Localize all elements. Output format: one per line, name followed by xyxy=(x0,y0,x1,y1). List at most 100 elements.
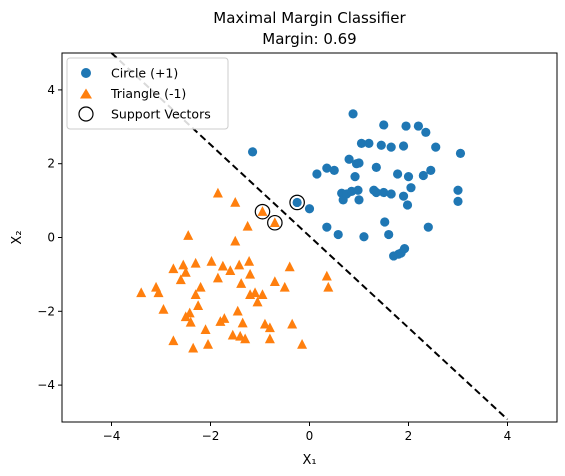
triangle-point xyxy=(195,281,206,292)
circle-point xyxy=(348,109,358,119)
circle-point xyxy=(353,185,363,195)
triangle-point xyxy=(323,281,334,292)
x-axis-ticks: −4 −2 0 2 4 xyxy=(103,422,512,443)
y-axis-ticks: −4 −2 0 2 4 xyxy=(37,83,62,392)
circle-point xyxy=(393,169,403,179)
triangle-point xyxy=(257,206,268,216)
circle-point xyxy=(312,169,322,179)
circle-point xyxy=(423,222,433,232)
triangle-point xyxy=(232,305,243,316)
circle-point xyxy=(403,172,414,182)
circle-point xyxy=(413,121,423,131)
circle-point xyxy=(322,163,332,173)
legend-circle-marker xyxy=(81,68,91,78)
legend-label-support-vectors: Support Vectors xyxy=(111,107,211,122)
support-vector-marker xyxy=(267,214,283,231)
triangle-point xyxy=(153,287,164,298)
y-tick-label: −4 xyxy=(37,378,55,392)
triangle-point xyxy=(136,287,147,298)
triangle-point xyxy=(185,316,196,327)
triangle-point xyxy=(264,333,275,344)
triangle-point xyxy=(158,303,169,314)
circle-point xyxy=(386,142,396,152)
triangle-point xyxy=(237,317,248,328)
circle-point xyxy=(384,229,394,240)
legend-support-vector-marker xyxy=(78,106,94,122)
triangle-point xyxy=(193,300,204,311)
circle-point xyxy=(421,127,431,137)
chart-title: Maximal Margin Classifier xyxy=(213,9,406,27)
legend: Circle (+1) Triangle (-1) Support Vector… xyxy=(66,57,229,130)
circle-point xyxy=(304,204,315,214)
circle-point xyxy=(247,147,258,157)
circle-point xyxy=(402,200,413,210)
triangle-point xyxy=(230,235,241,246)
triangle-point xyxy=(168,263,179,274)
triangle-point xyxy=(219,313,230,323)
circle-point xyxy=(371,162,381,172)
support-vector-marker xyxy=(254,203,271,220)
circle-point xyxy=(371,187,381,198)
circle-point xyxy=(359,232,369,242)
legend-label-circle: Circle (+1) xyxy=(111,66,178,81)
triangle-point xyxy=(269,217,280,227)
circle-point xyxy=(356,138,367,149)
triangle-point xyxy=(190,289,201,299)
plot-content xyxy=(110,53,509,421)
y-tick-label: −2 xyxy=(37,304,55,318)
circle-point xyxy=(399,243,410,254)
triangle-point xyxy=(188,342,199,353)
triangle-point xyxy=(225,265,236,275)
circle-point xyxy=(379,187,389,198)
triangle-point xyxy=(287,318,298,329)
circle-point xyxy=(380,217,390,227)
triangle-point xyxy=(264,322,275,333)
triangle-point xyxy=(175,274,186,285)
triangle-point xyxy=(257,289,268,299)
triangle-point xyxy=(217,260,228,271)
y-tick-label: 4 xyxy=(47,83,55,97)
triangle-point xyxy=(269,276,280,287)
triangle-point xyxy=(240,333,251,344)
y-axis-label: X₂ xyxy=(10,230,25,244)
circle-point xyxy=(386,189,396,199)
triangle-point xyxy=(297,339,308,349)
y-tick-label: 0 xyxy=(47,231,55,245)
triangle-point xyxy=(183,230,194,240)
triangle-point xyxy=(259,318,270,329)
triangle-point xyxy=(178,259,189,270)
chart-subtitle: Margin: 0.69 xyxy=(262,30,356,48)
support-vector-marker xyxy=(289,194,305,211)
circle-point xyxy=(398,191,409,201)
x-tick-label: −4 xyxy=(103,429,121,443)
x-axis-label: X₁ xyxy=(302,453,316,468)
circle-point xyxy=(406,183,416,193)
circle-point xyxy=(344,154,354,164)
circle-point xyxy=(350,172,360,182)
circle-point xyxy=(418,170,428,181)
circle-point xyxy=(453,196,463,206)
triangle-point xyxy=(168,335,179,346)
circle-point xyxy=(455,148,466,158)
legend-triangle-marker xyxy=(80,88,92,99)
triangle-point xyxy=(212,187,223,198)
circle-point xyxy=(401,121,411,131)
circle-point xyxy=(426,165,436,175)
x-tick-label: 4 xyxy=(504,429,512,443)
points-layer xyxy=(136,109,466,353)
x-tick-label: −2 xyxy=(202,429,220,443)
triangle-point xyxy=(180,267,191,277)
triangle-point xyxy=(242,220,253,231)
triangle-point xyxy=(252,296,263,307)
circle-point xyxy=(379,120,389,130)
legend-box xyxy=(66,57,229,130)
triangle-point xyxy=(284,261,295,272)
triangle-point xyxy=(279,281,290,292)
triangle-point xyxy=(235,330,246,341)
circle-point xyxy=(354,158,364,168)
legend-label-triangle: Triangle (-1) xyxy=(110,86,186,101)
x-tick-label: 2 xyxy=(405,429,413,443)
circle-point xyxy=(431,142,441,152)
circle-point xyxy=(322,222,332,232)
